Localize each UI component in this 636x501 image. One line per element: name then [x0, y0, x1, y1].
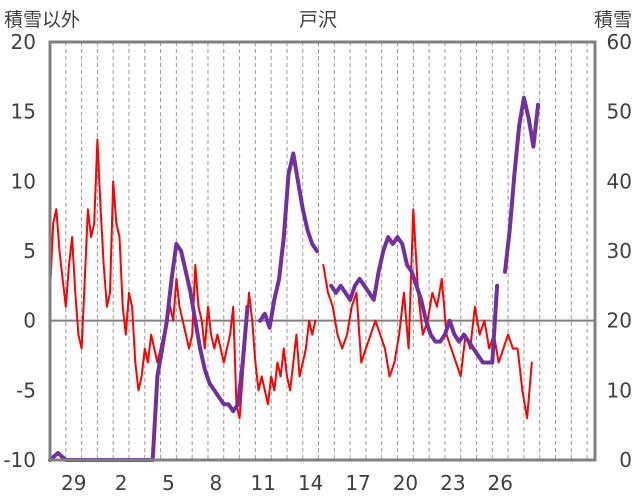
right-y-tick-label: 20	[607, 309, 632, 333]
x-tick-label: 8	[210, 471, 223, 495]
x-tick-label: 2	[115, 471, 128, 495]
left-y-axis: 20 15 10 5 0 -5 -10	[3, 30, 36, 472]
x-tick-label: 14	[298, 471, 323, 495]
x-axis: 29 2 5 8 11 14 17 20 23 26	[61, 471, 513, 495]
snow-depth-series-4	[329, 235, 500, 365]
other-measure-series-0	[49, 138, 317, 420]
snow-depth-series-5	[503, 95, 541, 274]
left-y-tick-label: 5	[23, 239, 36, 263]
left-y-tick-label: -10	[3, 448, 36, 472]
left-y-tick-label: 15	[11, 100, 36, 124]
left-y-tick-label: 0	[23, 309, 36, 333]
left-y-tick-label: 20	[11, 30, 36, 54]
right-y-tick-label: 10	[607, 378, 632, 402]
right-y-tick-label: 0	[619, 448, 632, 472]
right-axis-title: 積雪	[594, 9, 632, 31]
other-measure-series-1	[322, 208, 533, 420]
series-layer	[48, 95, 541, 462]
right-y-tick-label: 40	[607, 169, 632, 193]
left-y-tick-label: 10	[11, 169, 36, 193]
x-tick-label: 29	[61, 471, 86, 495]
x-tick-label: 20	[393, 471, 418, 495]
x-tick-label: 23	[440, 471, 465, 495]
right-y-tick-label: 50	[607, 100, 632, 124]
x-tick-label: 26	[487, 471, 512, 495]
right-y-tick-label: 60	[607, 30, 632, 54]
right-y-axis: 60 50 40 30 20 10 0	[607, 30, 632, 472]
plot-area-frame	[48, 40, 597, 462]
x-tick-label: 11	[251, 471, 276, 495]
snow-depth-series-3	[258, 151, 319, 330]
x-tick-label: 17	[345, 471, 370, 495]
grid	[50, 42, 595, 460]
left-y-tick-label: -5	[16, 378, 36, 402]
right-y-tick-label: 30	[607, 239, 632, 263]
chart-title: 戸沢	[299, 9, 337, 31]
x-tick-label: 5	[162, 471, 175, 495]
left-axis-title: 積雪以外	[4, 9, 80, 31]
